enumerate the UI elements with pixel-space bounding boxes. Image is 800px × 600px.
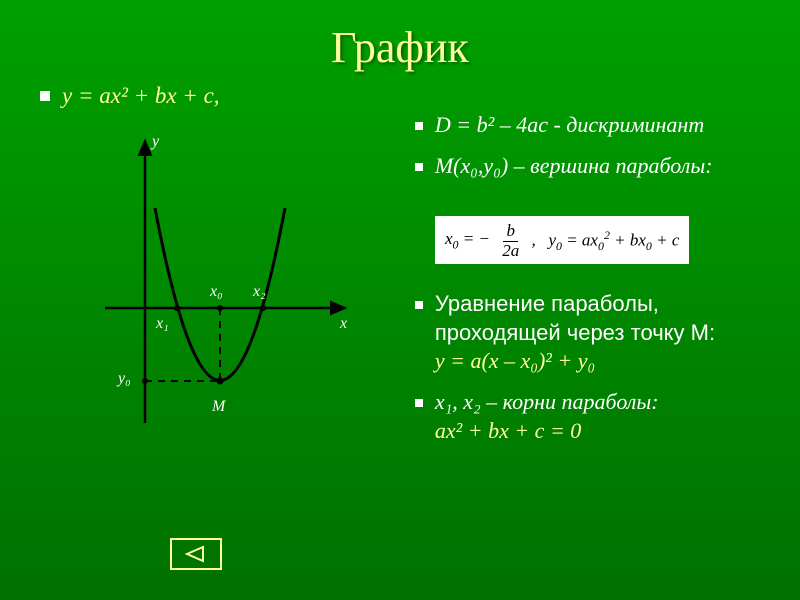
x-axis-label: x: [340, 315, 347, 333]
eq-through-M-text: Уравнение параболы, проходящей через точ…: [435, 290, 760, 376]
vertex-text: M(x₀,y₀) – вершина параболы:: [435, 152, 713, 181]
main-equation-line: y = ax² + bx + c,: [40, 81, 405, 111]
bullet-icon: [415, 399, 423, 407]
bullet-icon: [415, 122, 423, 130]
x0-label: x₀: [210, 283, 223, 301]
discriminant-text: D = b² – 4ac - дискриминант: [435, 111, 704, 140]
vertex-M-label: M: [212, 398, 225, 416]
back-button[interactable]: [170, 538, 222, 570]
left-column: y = ax² + bx + c,: [40, 81, 405, 457]
roots-text: x₁, x₂ – корни параболы: ax² + bx + c = …: [435, 388, 659, 445]
roots-line: x₁, x₂ – корни параболы: ax² + bx + c = …: [415, 388, 760, 445]
eq-through-M-line: Уравнение параболы, проходящей через точ…: [415, 290, 760, 376]
y-axis-label: y: [152, 133, 159, 151]
right-column: D = b² – 4ac - дискриминант M(x₀,y₀) – в…: [415, 81, 760, 457]
x1-label: x₁: [156, 315, 169, 333]
triangle-left-icon: [181, 545, 211, 563]
y0-label: y₀: [118, 370, 131, 388]
bullet-icon: [40, 91, 50, 101]
discriminant-line: D = b² – 4ac - дискриминант: [415, 111, 760, 140]
vertex-formula-box: x0 = − b2a , y0 = ax02 + bx0 + c: [435, 216, 689, 264]
bullet-icon: [415, 301, 423, 309]
vertex-line: M(x₀,y₀) – вершина параболы:: [415, 152, 760, 181]
x2-label: x₂: [253, 283, 266, 301]
bullet-icon: [415, 163, 423, 171]
parabola-chart: y x x₁ x₂ x₀ y₀ M: [70, 123, 390, 443]
content-area: y = ax² + bx + c,: [0, 81, 800, 457]
slide-title: График: [0, 0, 800, 81]
main-equation: y = ax² + bx + c,: [62, 81, 220, 111]
